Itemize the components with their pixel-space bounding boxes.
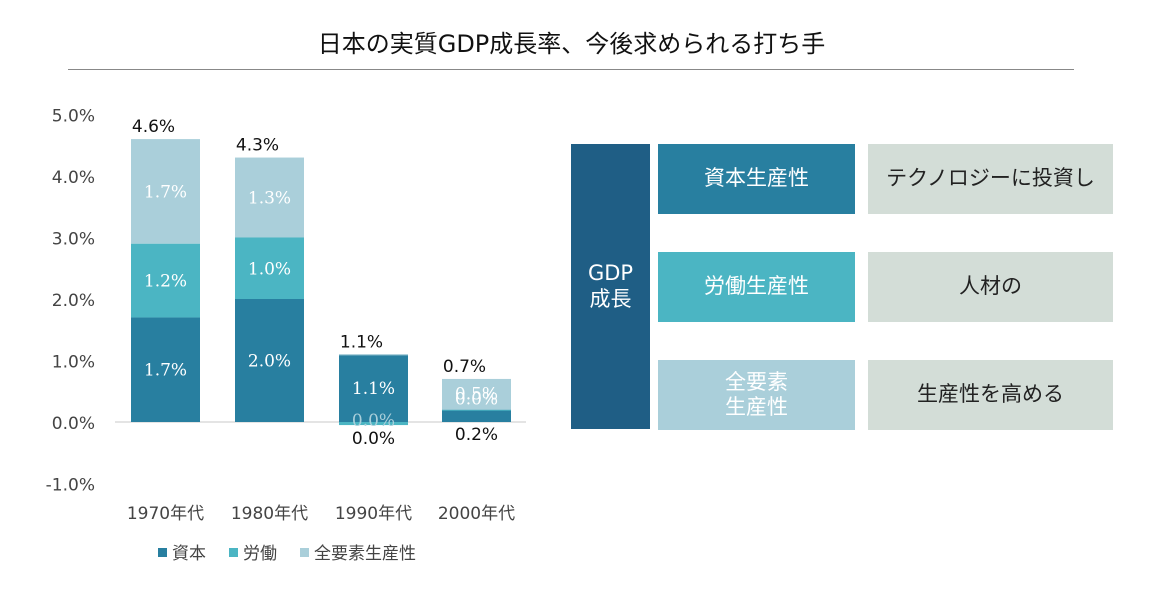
bar-segment-labor <box>131 243 200 318</box>
legend-swatch-labor <box>229 548 238 557</box>
raise-productivity-box: 生産性を高める <box>868 360 1113 430</box>
data-label-tfp: 1.7% <box>144 182 187 202</box>
stacked-bar-chart: 5.0% 4.0% 3.0% 2.0% 1.0% 0.0% -1.0% 1.7% 1.2% 1.7… <box>46 107 526 564</box>
data-label-labor: 0.0% <box>455 390 498 410</box>
bar-segment-capital <box>235 299 304 422</box>
bar-segment-labor <box>235 237 304 299</box>
x-tick-label: 1980年代 <box>231 504 308 524</box>
y-tick-label: 1.0% <box>52 353 95 373</box>
tfp-box: 全要素 生産性 <box>658 360 855 430</box>
growth-label: 成長 <box>589 286 632 311</box>
gdp-growth-box: GDP 成長 <box>571 144 650 429</box>
y-tick-label: 2.0% <box>52 291 95 311</box>
data-label-tfp: 1.3% <box>248 189 291 209</box>
legend-label-labor: 労働 <box>243 544 277 564</box>
tfp-label-line2: 生産性 <box>725 395 788 419</box>
technology-investment-label: テクノロジーに投資し <box>886 166 1095 191</box>
x-tick-label: 1990年代 <box>335 504 412 524</box>
data-label-capital: 0.2% <box>455 425 498 445</box>
legend-label-tfp: 全要素生産性 <box>314 544 416 564</box>
total-label: 4.6% <box>132 117 175 137</box>
legend-swatch-capital <box>158 548 167 557</box>
labor-productivity-box: 労働生産性 <box>658 252 855 322</box>
x-tick-label: 1970年代 <box>127 504 204 524</box>
y-tick-label: -1.0% <box>46 476 95 496</box>
legend-label-capital: 資本 <box>172 544 206 564</box>
y-tick-label: 3.0% <box>52 230 95 250</box>
technology-investment-box: テクノロジーに投資し <box>868 144 1113 214</box>
total-label: 0.7% <box>443 357 486 377</box>
capital-productivity-box: 資本生産性 <box>658 144 855 214</box>
data-label-tfp: 0.5% <box>455 384 498 404</box>
x-tick-label: 2000年代 <box>438 504 515 524</box>
bar-segment-tfp <box>339 354 408 356</box>
y-tick-label: 4.0% <box>52 168 95 188</box>
bar-segment-capital <box>131 317 200 422</box>
gdp-label: GDP <box>587 261 634 286</box>
page-title: 日本の実質GDP成長率、今後求められる打ち手 <box>317 30 826 58</box>
title-divider <box>68 69 1074 70</box>
data-label-capital: 2.0% <box>248 352 291 372</box>
total-label: 1.1% <box>340 332 383 352</box>
data-label-labor: 1.0% <box>248 259 291 279</box>
human-resources-box: 人材の <box>868 252 1113 322</box>
bar-segment-labor <box>339 422 408 426</box>
data-label-capital: 1.7% <box>144 361 187 381</box>
y-tick-label: 0.0% <box>52 414 95 434</box>
bar-segment-tfp <box>442 378 511 410</box>
human-resources-label: 人材の <box>959 274 1022 299</box>
bar-segment-tfp <box>131 139 200 244</box>
bar-segment-tfp <box>235 157 304 238</box>
legend-swatch-tfp <box>300 548 309 557</box>
bar-segment-labor <box>442 409 511 411</box>
labor-productivity-label: 労働生産性 <box>704 274 809 299</box>
y-tick-label: 5.0% <box>52 107 95 127</box>
data-label-labor: 1.2% <box>144 272 187 292</box>
bar-segment-capital <box>442 409 511 422</box>
tfp-label-line1: 全要素 <box>725 369 788 394</box>
raise-productivity-label: 生産性を高める <box>917 382 1064 407</box>
capital-productivity-label: 資本生産性 <box>704 166 809 191</box>
total-label: 4.3% <box>236 136 279 156</box>
bar-segment-capital <box>339 354 408 422</box>
data-label-tfp: 0.0% <box>352 429 395 449</box>
data-label-capital: 1.1% <box>352 379 395 399</box>
data-label-labor: 0.0% <box>352 411 395 431</box>
